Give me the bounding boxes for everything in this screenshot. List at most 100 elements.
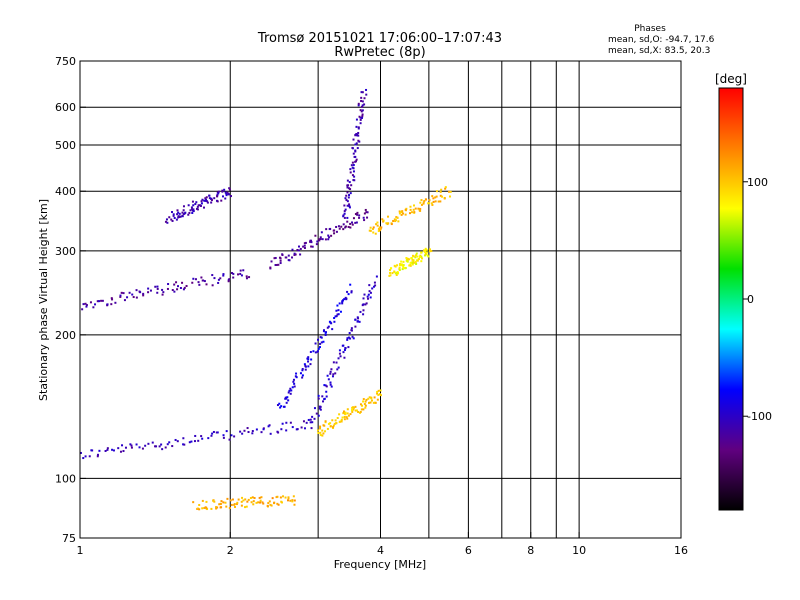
echo-point xyxy=(324,333,327,336)
x-tick-label: 4 xyxy=(377,544,384,557)
echo-point xyxy=(151,441,154,444)
echo-point xyxy=(225,192,228,195)
echo-point xyxy=(379,389,382,392)
echo-point xyxy=(350,327,353,330)
echo-point xyxy=(297,245,300,248)
echo-point xyxy=(110,297,113,300)
echo-point xyxy=(402,266,405,269)
echo-point xyxy=(409,205,412,208)
echo-point xyxy=(301,369,304,372)
echo-point xyxy=(346,338,349,341)
echo-point xyxy=(270,260,273,263)
echo-point xyxy=(424,198,427,201)
echo-point xyxy=(165,218,168,221)
x-tick-label: 16 xyxy=(674,544,688,557)
echo-point xyxy=(400,263,403,266)
echo-point xyxy=(328,228,331,231)
echo-point xyxy=(420,251,423,254)
echo-point xyxy=(347,336,350,339)
echo-point xyxy=(355,125,358,128)
echo-point xyxy=(351,174,354,177)
echo-point xyxy=(365,398,368,401)
echo-point xyxy=(295,376,298,379)
echo-point xyxy=(85,304,88,307)
echo-point xyxy=(413,211,416,214)
echo-point xyxy=(309,350,312,353)
echo-point xyxy=(380,226,383,229)
echo-point xyxy=(297,249,300,252)
echo-point xyxy=(356,213,359,216)
echo-point xyxy=(201,437,204,440)
echo-point xyxy=(228,187,231,190)
echo-point xyxy=(227,192,230,195)
echo-point xyxy=(343,210,346,213)
echo-point xyxy=(373,396,376,399)
echo-point xyxy=(430,250,433,253)
echo-point xyxy=(252,503,255,506)
echo-point xyxy=(362,408,365,411)
echo-point xyxy=(122,450,125,453)
echo-point xyxy=(372,231,375,234)
echo-point xyxy=(418,256,421,259)
echo-point xyxy=(101,299,104,302)
echo-point xyxy=(313,407,316,410)
echo-point xyxy=(206,508,209,511)
echo-point xyxy=(190,206,193,209)
echo-point xyxy=(319,431,322,434)
echo-point xyxy=(303,427,306,430)
echo-point xyxy=(282,495,285,498)
echo-point xyxy=(375,275,378,278)
echo-point xyxy=(357,127,360,130)
echo-point xyxy=(288,389,291,392)
echo-point xyxy=(406,260,409,263)
echo-point xyxy=(352,170,355,173)
echo-point xyxy=(329,370,332,373)
echo-point xyxy=(398,212,401,215)
echo-point xyxy=(273,501,276,504)
echo-point xyxy=(203,507,206,510)
echo-point xyxy=(81,308,84,311)
echo-point xyxy=(422,201,425,204)
echo-point xyxy=(342,223,345,226)
x-tick-label: 8 xyxy=(527,544,534,557)
echo-point xyxy=(258,496,261,499)
echo-point xyxy=(394,219,397,222)
echo-point xyxy=(361,104,364,107)
echo-point xyxy=(329,422,332,425)
echo-point xyxy=(368,396,371,399)
echo-point xyxy=(348,203,351,206)
echo-point xyxy=(232,272,235,275)
echo-point xyxy=(225,194,228,197)
echo-point xyxy=(355,409,358,412)
echo-point xyxy=(117,447,120,450)
echo-point xyxy=(319,408,322,411)
echo-point xyxy=(201,198,204,201)
echo-point xyxy=(179,215,182,218)
echo-point xyxy=(284,256,287,259)
echo-point xyxy=(192,277,195,280)
echo-point xyxy=(319,427,322,430)
echo-point xyxy=(231,498,234,501)
echo-point xyxy=(316,240,319,243)
echo-point xyxy=(353,175,356,178)
echo-point xyxy=(228,507,231,510)
echo-point xyxy=(400,260,403,263)
echo-point xyxy=(414,261,417,264)
echo-point xyxy=(370,399,373,402)
echo-point xyxy=(223,188,226,191)
echo-point xyxy=(326,374,329,377)
colorbar-label: [deg] xyxy=(715,72,747,86)
echo-point xyxy=(315,243,318,246)
echo-point xyxy=(112,449,115,452)
echo-point xyxy=(364,406,367,409)
echo-point xyxy=(340,420,343,423)
echo-point xyxy=(349,192,352,195)
echo-point xyxy=(228,188,231,191)
echo-point xyxy=(160,443,163,446)
echo-point xyxy=(365,302,368,305)
echo-point xyxy=(351,335,354,338)
echo-point xyxy=(276,502,279,505)
echo-point xyxy=(318,238,321,241)
echo-point xyxy=(322,424,325,427)
